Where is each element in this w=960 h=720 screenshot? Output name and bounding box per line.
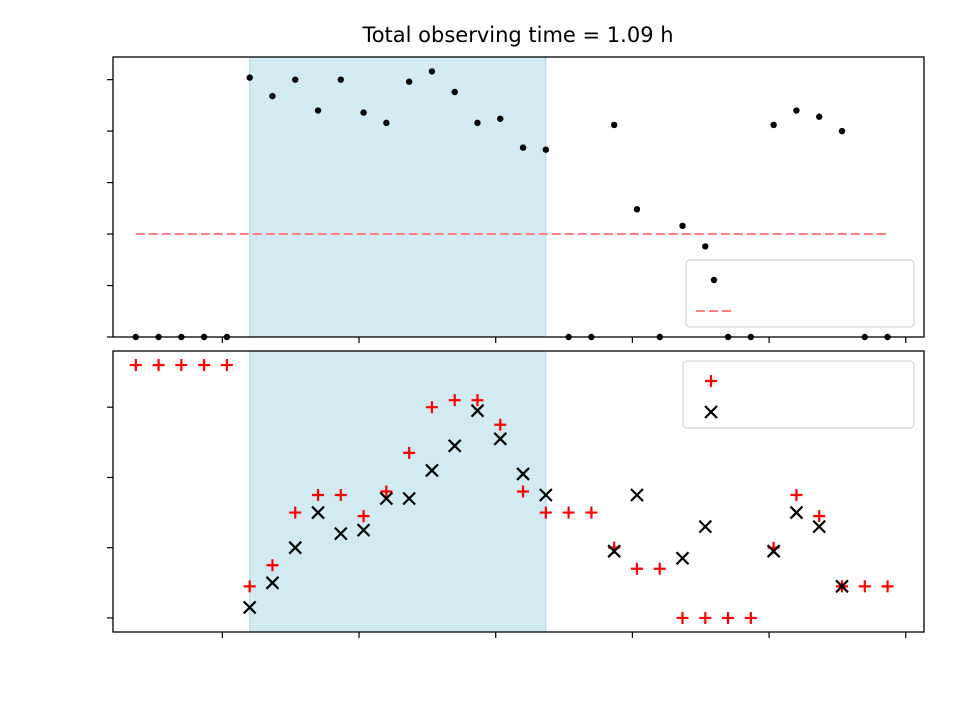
matched-star-marker <box>243 580 256 593</box>
matched-star-marker <box>266 559 279 572</box>
matched-star-marker <box>152 359 165 372</box>
matched-star-marker <box>517 485 530 498</box>
predicted-star-marker <box>265 576 280 590</box>
legend-matched-marker <box>705 375 717 387</box>
matched-star-marker <box>881 580 894 593</box>
measurement-point <box>314 107 322 114</box>
matched-star-marker <box>289 506 302 519</box>
predicted-star-marker <box>630 488 644 502</box>
matched-star-marker <box>403 446 416 459</box>
matched-star-marker <box>813 510 826 523</box>
matched-star-marker <box>653 562 666 575</box>
matched-star-marker <box>699 611 712 624</box>
predicted-star-marker <box>425 463 439 478</box>
axes-frame <box>112 350 925 633</box>
legend-measurement-marker <box>710 276 718 284</box>
predicted-star-marker <box>379 491 394 506</box>
measurement-point <box>383 119 390 127</box>
predicted-star-marker <box>334 526 348 541</box>
measurement-point <box>633 206 641 213</box>
matched-star-marker <box>630 562 643 575</box>
measurement-point <box>337 76 345 83</box>
predicted-star-marker <box>835 579 849 594</box>
matched-star-marker <box>790 489 803 502</box>
predicted-star-marker <box>789 505 804 520</box>
measurement-point <box>428 68 436 75</box>
legend-box <box>685 259 915 328</box>
matched-star-marker <box>585 506 598 519</box>
top-panel <box>107 56 925 343</box>
axes-frame <box>112 56 925 338</box>
measurement-point <box>793 107 800 114</box>
matched-star-marker <box>744 611 757 624</box>
measurement-point <box>246 74 253 81</box>
matched-star-marker <box>471 394 484 407</box>
observing-span <box>249 57 546 337</box>
matched-star-marker <box>220 359 233 372</box>
matched-star-marker <box>539 506 552 519</box>
measurement-point <box>474 119 481 127</box>
predicted-star-marker <box>242 600 257 615</box>
matched-star-marker <box>357 510 370 523</box>
matched-star-marker <box>722 611 735 624</box>
legend <box>685 259 915 328</box>
matched-star-marker <box>562 506 575 519</box>
bottom-panel <box>107 350 925 638</box>
matched-star-marker <box>858 580 871 593</box>
observing-span <box>249 351 546 632</box>
predicted-star-marker <box>356 523 371 537</box>
chart-title: Total observing time = 1.09 h <box>361 23 673 47</box>
predicted-star-marker <box>539 488 553 502</box>
measurement-point <box>610 121 618 129</box>
measurement-point <box>702 243 709 250</box>
predicted-star-marker <box>447 439 462 453</box>
matched-star-marker <box>129 359 142 372</box>
measurement-point <box>542 146 550 153</box>
predicted-star-marker <box>675 551 690 566</box>
measurement-point <box>816 113 823 120</box>
predicted-star-marker <box>493 432 508 446</box>
measurement-point <box>838 127 846 135</box>
predicted-star-marker <box>766 544 781 558</box>
matched-star-marker <box>494 418 507 431</box>
matched-star-marker <box>334 489 347 502</box>
matched-star-marker <box>175 359 188 372</box>
matched-star-marker <box>448 394 461 407</box>
predicted-star-marker <box>607 544 621 558</box>
measurement-point <box>679 222 686 230</box>
predicted-star-marker <box>288 540 303 555</box>
matched-star-marker <box>380 485 393 498</box>
predicted-star-marker <box>516 467 530 481</box>
legend <box>682 360 915 429</box>
matched-star-marker <box>676 611 689 624</box>
measurement-point <box>770 121 777 129</box>
measurement-point <box>292 76 299 83</box>
measurement-point <box>519 144 527 151</box>
measurement-point <box>360 109 367 116</box>
matched-star-marker <box>425 401 438 414</box>
legend-box <box>682 360 915 429</box>
legend-predicted-marker <box>704 405 718 419</box>
matched-star-marker <box>198 359 211 372</box>
measurement-point <box>451 88 458 96</box>
predicted-star-marker <box>470 403 485 418</box>
measurement-point <box>497 115 504 122</box>
measurement-point <box>405 78 413 85</box>
predicted-star-marker <box>698 519 713 534</box>
predicted-star-marker <box>812 519 826 534</box>
measurement-point <box>269 92 276 100</box>
predicted-star-marker <box>311 505 325 520</box>
matched-star-marker <box>312 489 325 502</box>
predicted-star-marker <box>402 491 416 506</box>
